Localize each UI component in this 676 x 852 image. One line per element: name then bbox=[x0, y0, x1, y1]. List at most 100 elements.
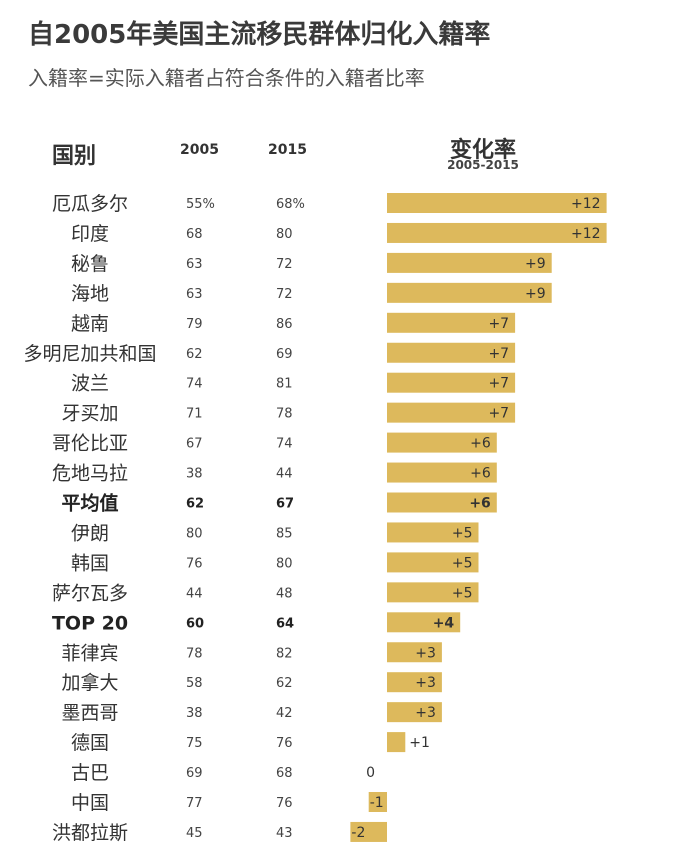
rate-2015-cell: 42 bbox=[276, 706, 293, 721]
rate-2005-cell: 55% bbox=[186, 197, 215, 212]
rate-2015-cell: 80 bbox=[276, 227, 293, 242]
rate-2005-cell: 68 bbox=[186, 227, 203, 242]
change-bar-label: +9 bbox=[525, 286, 546, 302]
change-bar-label: +4 bbox=[433, 615, 455, 631]
column-header-change: 变化率 bbox=[449, 138, 516, 163]
rate-2005-cell: 78 bbox=[186, 646, 203, 661]
change-bar bbox=[387, 492, 497, 513]
rate-2015-cell: 81 bbox=[276, 377, 293, 392]
rate-2015-cell: 43 bbox=[276, 826, 293, 841]
rate-2005-cell: 44 bbox=[186, 586, 203, 601]
change-bar bbox=[387, 552, 479, 573]
rate-2005-cell: 38 bbox=[186, 706, 203, 721]
country-label: 秘鲁 bbox=[71, 253, 109, 275]
country-label: 加拿大 bbox=[61, 671, 118, 694]
change-bar-label: +7 bbox=[488, 406, 509, 422]
country-label: 中国 bbox=[71, 792, 109, 814]
column-header-country: 国别 bbox=[52, 144, 97, 169]
rate-2005-cell: 71 bbox=[186, 407, 203, 422]
country-label: 墨西哥 bbox=[61, 702, 118, 724]
rate-2015-cell: 68 bbox=[276, 766, 293, 781]
rate-2005-cell: 62 bbox=[186, 497, 204, 512]
change-bar bbox=[387, 222, 607, 243]
rate-2015-cell: 44 bbox=[276, 467, 293, 482]
rate-2005-cell: 58 bbox=[186, 676, 203, 691]
column-header-change-range: 2005-2015 bbox=[447, 158, 519, 172]
rate-2015-cell: 62 bbox=[276, 676, 293, 691]
change-bar-label: +6 bbox=[469, 496, 490, 512]
rate-2015-cell: 72 bbox=[276, 257, 293, 272]
change-bar-label: +6 bbox=[470, 436, 491, 452]
rate-2015-cell: 67 bbox=[276, 497, 294, 512]
rate-2015-cell: 74 bbox=[276, 437, 293, 452]
rate-2005-cell: 45 bbox=[186, 826, 203, 841]
country-label: 菲律宾 bbox=[61, 642, 118, 664]
country-label: 海地 bbox=[71, 283, 109, 305]
country-label: 厄瓜多尔 bbox=[52, 193, 128, 215]
change-bar bbox=[368, 792, 387, 812]
country-label: 印度 bbox=[71, 223, 109, 245]
change-bar-label: +7 bbox=[488, 316, 509, 332]
change-bar-label: +6 bbox=[470, 466, 491, 482]
change-bar bbox=[387, 462, 497, 483]
country-label: 多明尼加共和国 bbox=[23, 343, 156, 365]
country-label: 洪都拉斯 bbox=[52, 822, 128, 844]
change-bar bbox=[387, 612, 461, 633]
column-header-2005: 2005 bbox=[180, 142, 219, 158]
country-label: 德国 bbox=[71, 732, 109, 754]
change-bar-label: 0 bbox=[366, 765, 375, 781]
change-bar bbox=[387, 342, 516, 363]
rate-2015-cell: 72 bbox=[276, 287, 293, 302]
country-label: 古巴 bbox=[71, 762, 109, 784]
country-label: 萨尔瓦多 bbox=[52, 582, 128, 604]
rate-2005-cell: 38 bbox=[186, 467, 203, 482]
rate-2015-cell: 68% bbox=[276, 197, 305, 212]
chart-subtitle: 入籍率=实际入籍者占符合条件的入籍者比率 bbox=[28, 66, 425, 90]
country-label: 波兰 bbox=[71, 373, 109, 395]
rate-2015-cell: 76 bbox=[276, 736, 293, 751]
rate-2015-cell: 86 bbox=[276, 317, 293, 332]
change-bar bbox=[387, 732, 406, 753]
rate-2005-cell: 63 bbox=[186, 257, 203, 272]
rate-2005-cell: 69 bbox=[186, 766, 203, 781]
change-bar-label: +1 bbox=[409, 735, 430, 751]
rate-2005-cell: 77 bbox=[186, 796, 203, 811]
rate-2015-cell: 80 bbox=[276, 556, 293, 571]
change-bar-label: +7 bbox=[488, 346, 509, 362]
rate-2005-cell: 74 bbox=[186, 377, 203, 392]
rate-2005-cell: 60 bbox=[186, 616, 204, 631]
change-bar-label: +5 bbox=[452, 525, 473, 541]
change-bar bbox=[387, 432, 497, 453]
rate-2015-cell: 48 bbox=[276, 586, 293, 601]
change-bar bbox=[387, 312, 516, 333]
change-bar bbox=[387, 672, 442, 693]
column-header-2015: 2015 bbox=[268, 142, 307, 158]
rate-2005-cell: 62 bbox=[186, 347, 203, 362]
change-bar-label: -1 bbox=[370, 795, 384, 811]
country-label: 牙买加 bbox=[61, 403, 118, 425]
change-bar-label: +12 bbox=[571, 226, 601, 242]
change-bar bbox=[387, 193, 607, 213]
change-bar-label: +3 bbox=[415, 675, 436, 691]
rate-2015-cell: 82 bbox=[276, 646, 293, 661]
rate-2005-cell: 79 bbox=[186, 317, 203, 332]
change-bar bbox=[387, 282, 552, 303]
change-bar-label: -2 bbox=[351, 825, 365, 841]
rate-2005-cell: 76 bbox=[186, 556, 203, 571]
change-bar bbox=[387, 252, 552, 273]
rate-2015-cell: 69 bbox=[276, 347, 293, 362]
rate-2015-cell: 78 bbox=[276, 407, 293, 422]
chart-title: 自2005年美国主流移民群体归化入籍率 bbox=[28, 20, 491, 50]
change-bar bbox=[387, 522, 479, 543]
rate-2005-cell: 75 bbox=[186, 736, 203, 751]
change-bar-label: +9 bbox=[525, 256, 546, 272]
change-bar-label: +3 bbox=[415, 705, 436, 721]
change-bar bbox=[387, 582, 479, 603]
change-bar-label: +12 bbox=[571, 196, 601, 212]
change-bar-label: +5 bbox=[452, 585, 473, 601]
country-label: 平均值 bbox=[61, 492, 118, 515]
change-bar bbox=[387, 642, 442, 663]
change-bar bbox=[387, 702, 442, 723]
country-label: 伊朗 bbox=[71, 522, 109, 544]
